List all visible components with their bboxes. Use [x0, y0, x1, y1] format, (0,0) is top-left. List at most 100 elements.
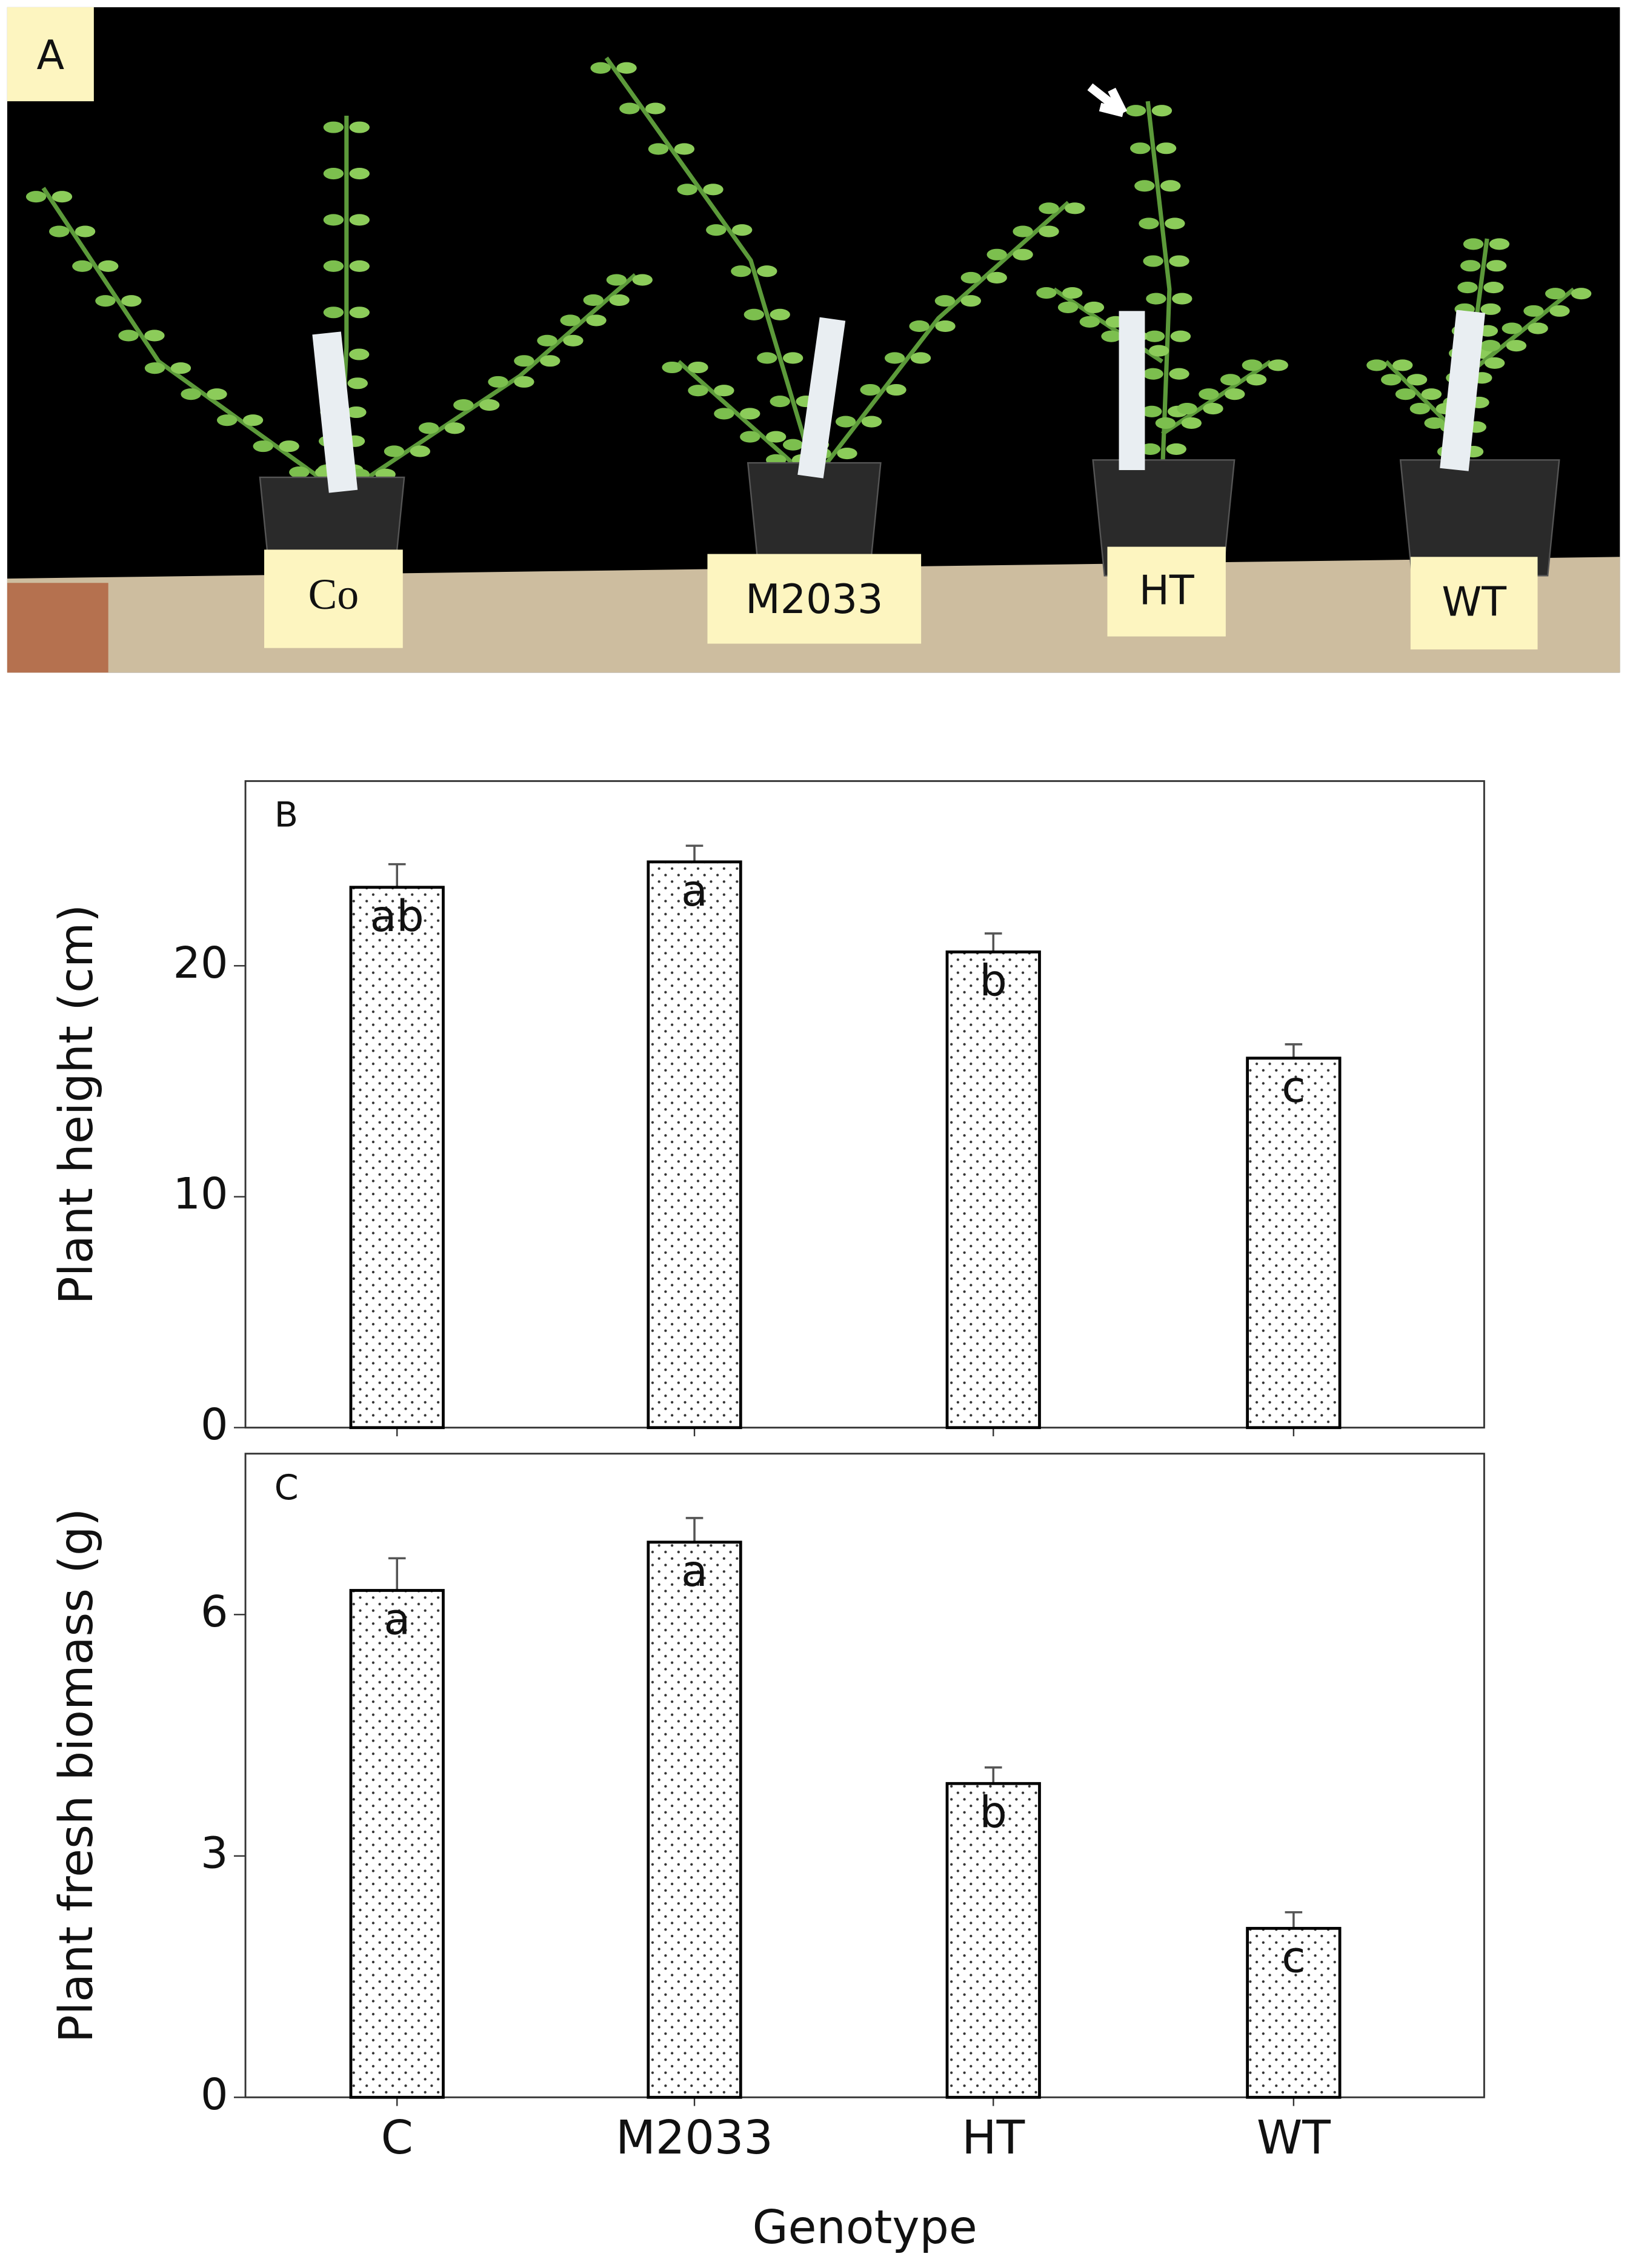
y-tick-label: 10 — [173, 1169, 228, 1219]
leaflet — [616, 62, 637, 74]
leaflet — [72, 260, 93, 272]
leaflet — [1571, 288, 1592, 300]
leaflet — [479, 399, 500, 411]
leaflet — [860, 383, 880, 396]
leaflet — [731, 224, 753, 236]
leaflet — [323, 214, 344, 226]
bar — [349, 1589, 445, 2099]
plants — [25, 56, 1592, 594]
leaflet — [740, 431, 760, 443]
leaflet — [1156, 142, 1177, 154]
photo-label: WT — [1442, 579, 1506, 626]
leaflet — [347, 377, 368, 390]
leaflet — [703, 184, 724, 196]
photo-label: HT — [1139, 566, 1194, 614]
leaflet — [1166, 443, 1186, 455]
leaflet — [1457, 282, 1478, 294]
stem — [814, 201, 1070, 479]
bar — [1246, 1056, 1342, 1430]
leaflet — [1392, 359, 1413, 371]
y-tick-label: 3 — [201, 1828, 228, 1878]
x-tick-label: HT — [962, 2110, 1025, 2164]
stem — [604, 56, 818, 478]
leaflet — [242, 414, 264, 426]
panel-label: B — [274, 795, 298, 835]
leaflet — [410, 445, 431, 457]
x-tick-label: WT — [1257, 2110, 1331, 2164]
leaflet — [583, 294, 604, 307]
leaflet — [1160, 180, 1181, 192]
label-box — [7, 7, 94, 102]
leaflet — [1169, 255, 1189, 267]
photo-label: Co — [308, 571, 359, 618]
leaflet — [835, 416, 856, 428]
plant-tag — [1119, 311, 1145, 471]
leaflet — [688, 385, 708, 397]
leaflet — [1242, 359, 1263, 371]
leaflet — [52, 191, 73, 203]
leaflet — [757, 265, 777, 277]
leaflet — [1395, 388, 1416, 400]
x-axis-label: Genotype — [753, 2200, 977, 2254]
leaflet — [770, 308, 790, 320]
leaflet — [1203, 402, 1223, 415]
leaflet — [609, 294, 630, 307]
leaflet — [1169, 368, 1189, 380]
leaflet — [1489, 238, 1510, 250]
leaflet — [1225, 388, 1245, 400]
leaflet — [935, 320, 956, 332]
plot-frame — [244, 780, 1485, 1429]
leaflet — [1139, 217, 1159, 230]
leaflet — [1545, 288, 1566, 300]
bar — [945, 1782, 1041, 2099]
leaflet — [1199, 388, 1219, 400]
leaflet — [1409, 402, 1431, 415]
leaflet — [1268, 359, 1288, 371]
leaflet — [418, 422, 439, 434]
floor-edge — [7, 583, 108, 673]
panel-label: C — [274, 1468, 299, 1508]
x-tick-label: M2033 — [616, 2110, 773, 2164]
leaflet — [677, 184, 697, 196]
leaflet — [1039, 202, 1059, 214]
leaflet — [1039, 225, 1059, 237]
leaflet — [144, 362, 165, 374]
y-tick-label: 0 — [201, 1399, 228, 1450]
leaflet — [1506, 340, 1527, 352]
leaflet — [323, 260, 344, 272]
leaflet — [1549, 305, 1570, 317]
arrow — [1087, 83, 1128, 118]
panel-label: A — [37, 31, 65, 79]
leaflet — [1143, 368, 1163, 380]
leaflet — [1144, 330, 1165, 342]
stem — [345, 273, 637, 494]
leaflet — [960, 295, 982, 307]
leaflet — [910, 352, 931, 364]
leaflet — [1421, 388, 1442, 400]
leaflet — [346, 406, 367, 419]
stem — [1145, 101, 1172, 478]
leaflet — [586, 314, 607, 327]
leaflet — [289, 466, 310, 479]
significance-label: c — [1282, 1062, 1305, 1112]
leaflet — [1151, 105, 1173, 117]
leaflet — [25, 191, 47, 203]
leaflet — [349, 121, 370, 133]
leaflet — [444, 422, 465, 434]
leaflet — [49, 225, 70, 237]
leaflet — [1170, 330, 1191, 342]
leaflet — [488, 376, 508, 388]
leaflet — [1142, 405, 1162, 417]
leaflet — [98, 260, 119, 272]
leaflet — [121, 295, 142, 307]
stem — [1464, 287, 1575, 378]
photo-label: M2033 — [745, 575, 883, 623]
leaflet — [560, 314, 580, 327]
leaflet — [1148, 345, 1169, 357]
leaflet — [1083, 301, 1105, 313]
leaflet — [1460, 260, 1481, 272]
leaflet — [1486, 260, 1507, 272]
leaflet — [349, 167, 370, 180]
leaflet — [757, 352, 777, 364]
